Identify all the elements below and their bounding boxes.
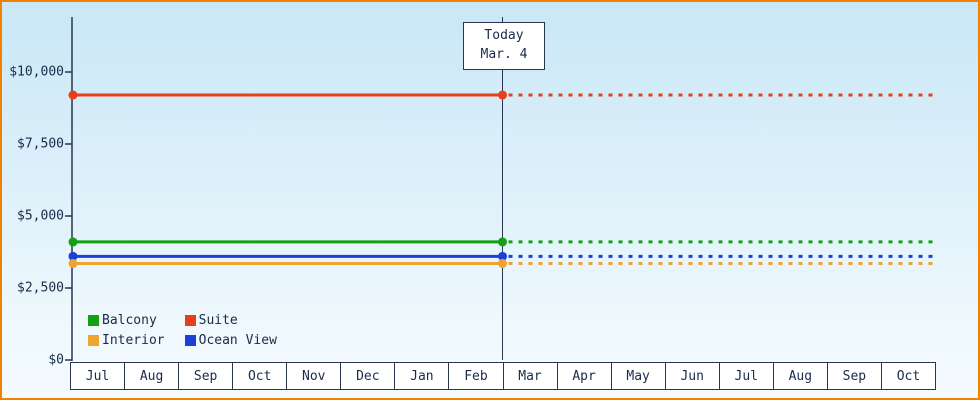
legend-item-suite: Suite xyxy=(184,313,277,328)
legend-label: Ocean View xyxy=(198,333,277,348)
month-label-nov-4: Nov xyxy=(286,362,342,390)
month-label-jan-6: Jan xyxy=(394,362,450,390)
month-label-jun-11: Jun xyxy=(664,362,720,390)
series-marker-ocean-view-start xyxy=(68,251,78,261)
legend-swatch-suite xyxy=(184,315,196,326)
series-marker-suite-today xyxy=(498,90,507,100)
month-label-apr-9: Apr xyxy=(556,362,612,390)
y-axis-label: $10,000 xyxy=(9,64,64,80)
month-label-oct-3: Oct xyxy=(232,362,288,390)
legend-label: Suite xyxy=(198,313,238,328)
y-axis-label: $0 xyxy=(48,352,64,368)
legend-swatch-interior xyxy=(88,335,99,346)
month-label-sep-14: Sep xyxy=(826,362,882,390)
month-label-aug-13: Aug xyxy=(772,362,828,390)
legend-label: Interior xyxy=(102,333,165,348)
series-marker-interior-today xyxy=(498,259,507,269)
y-axis-label: $2,500 xyxy=(17,280,64,296)
series-marker-ocean-view-today xyxy=(498,251,507,261)
month-label-dec-5: Dec xyxy=(340,362,396,390)
month-label-aug-1: Aug xyxy=(124,362,180,390)
month-label-feb-7: Feb xyxy=(448,362,504,390)
legend-item-ocean-view: Ocean View xyxy=(184,333,277,348)
series-marker-interior-start xyxy=(68,259,78,269)
chart-legend: Balcony Suite Interior Ocean View xyxy=(88,313,277,348)
month-label-mar-8: Mar xyxy=(502,362,558,390)
legend-item-interior: Interior xyxy=(88,333,165,348)
today-annotation: Today Mar. 4 xyxy=(463,22,545,70)
legend-label: Balcony xyxy=(102,313,157,328)
month-label-sep-2: Sep xyxy=(178,362,234,390)
y-axis-label: $7,500 xyxy=(17,136,64,152)
today-annotation-date: Mar. 4 xyxy=(480,46,528,62)
y-axis-label: $5,000 xyxy=(17,208,64,224)
month-label-jul-12: Jul xyxy=(718,362,774,390)
legend-swatch-ocean-view xyxy=(184,335,196,346)
legend-item-balcony: Balcony xyxy=(88,313,165,328)
month-label-jul-0: Jul xyxy=(70,362,126,390)
series-marker-balcony-today xyxy=(498,237,507,247)
series-marker-suite-start xyxy=(68,90,78,100)
month-label-may-10: May xyxy=(610,362,666,390)
series-marker-balcony-start xyxy=(68,237,78,247)
month-label-oct-15: Oct xyxy=(880,362,936,390)
today-annotation-title: Today xyxy=(484,28,524,43)
legend-swatch-balcony xyxy=(88,315,99,326)
